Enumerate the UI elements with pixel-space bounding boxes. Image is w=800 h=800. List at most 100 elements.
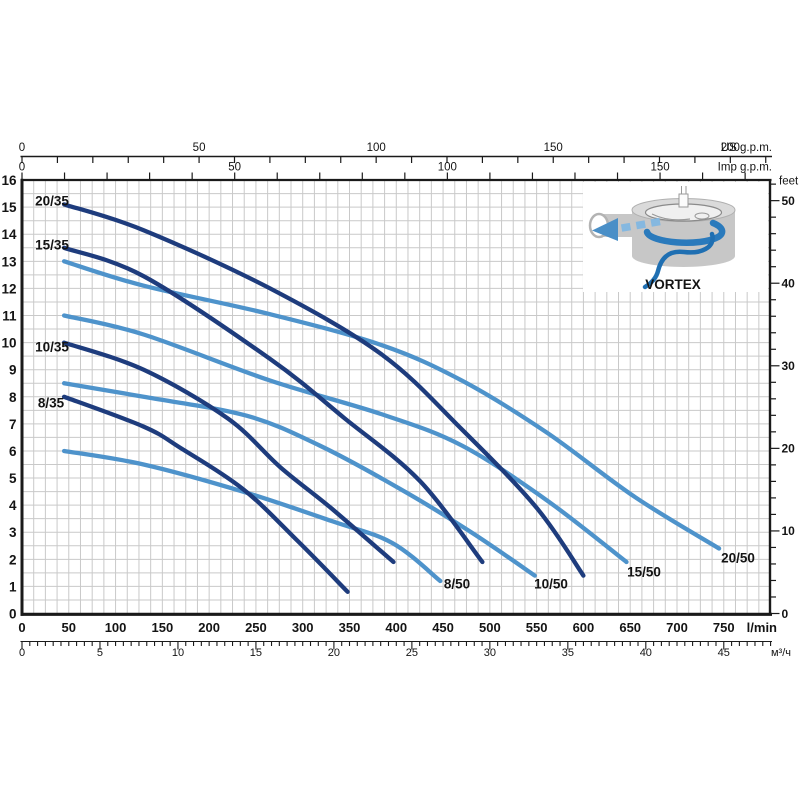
tick-label-m: 5	[9, 471, 17, 486]
tick-label-imp: 0	[19, 162, 25, 174]
axis-bottom-lmin: 0 50 100 150 200 250 300 350 400 450 500 550 600 650 7…	[18, 620, 777, 635]
axis-top-us-labels: 0 50 100 150 200	[19, 142, 740, 154]
axis-label-m3h: м³/ч	[771, 647, 791, 659]
curve-10/35	[61, 340, 396, 565]
axis-right-feet-labels: 0 10 20 30 40 50	[782, 194, 796, 621]
curves	[61, 202, 722, 594]
curve-8/35	[61, 394, 350, 594]
curve-15/50	[61, 313, 629, 565]
curve-8/50	[61, 448, 443, 584]
axis-bottom-m3h-labels: 0 5 10 15 20 25 30 35 40 45	[19, 647, 730, 659]
tick-label-lmin: 350	[339, 620, 361, 635]
tick-label-lmin: 100	[105, 620, 127, 635]
tick-label-lmin: 200	[198, 620, 220, 635]
tick-label-m: 16	[1, 173, 17, 188]
vortex-swirl-icon	[642, 231, 715, 290]
tick-label-m: 8	[9, 390, 17, 405]
tick-label-us: 0	[19, 142, 25, 154]
axis-top-us: 0 50 100 150 200 US g.p.m.	[19, 142, 772, 163]
tick-label-lmin: 650	[619, 620, 641, 635]
vortex-inset: VORTEX	[583, 182, 768, 292]
tick-label-imp: 50	[228, 162, 241, 174]
tick-label-m: 11	[2, 309, 17, 324]
tick-label-m3h: 35	[562, 647, 574, 659]
tick-label-m3h: 0	[19, 647, 25, 659]
tick-label-m: 15	[1, 200, 17, 215]
curve-labels: 20/50 15/50 10/50 8/50 20/35 15/35 10/35 8/35	[35, 194, 755, 592]
tick-label-m: 6	[9, 444, 17, 459]
tick-label-m: 12	[1, 281, 16, 296]
tick-label-lmin: 500	[479, 620, 501, 635]
tick-label-m3h: 10	[172, 647, 184, 659]
tick-label-lmin: 600	[573, 620, 595, 635]
impeller-hub	[694, 212, 710, 220]
tick-label-m: 3	[9, 525, 17, 540]
curve-label-8/50: 8/50	[444, 577, 470, 592]
tick-label-us: 200	[721, 142, 740, 154]
vortex-caption: VORTEX	[645, 277, 701, 292]
tick-label-feet: 50	[782, 194, 796, 208]
curve-10/50	[61, 381, 537, 578]
rotation-swirl-icon	[643, 219, 726, 246]
tick-label-lmin: 50	[62, 620, 76, 635]
tick-label-us: 150	[544, 142, 563, 154]
tick-label-feet: 10	[782, 524, 796, 538]
curve-label-20/50: 20/50	[721, 551, 755, 566]
curve-label-20/35: 20/35	[35, 194, 69, 209]
tick-label-feet: 0	[782, 607, 789, 621]
tick-label-m: 7	[9, 417, 17, 432]
curve-label-15/35: 15/35	[35, 238, 69, 253]
axis-top-imp: 0 50 100 150 Imp g.p.m.	[19, 162, 772, 180]
tick-label-lmin: 0	[18, 620, 25, 635]
tick-label-m3h: 5	[97, 647, 103, 659]
tick-label-m: 2	[9, 552, 17, 567]
tick-label-m3h: 25	[406, 647, 418, 659]
tick-label-m: 14	[1, 227, 17, 242]
tick-label-m3h: 40	[640, 647, 652, 659]
tick-label-lmin: 700	[666, 620, 688, 635]
tick-label-feet: 40	[782, 277, 796, 291]
tick-label-us: 50	[193, 142, 206, 154]
axis-bottom-lmin-labels: 0 50 100 150 200 250 300 350 400 450 500 550 600 650 7…	[18, 620, 734, 635]
axis-bottom-m3h: 0 5 10 15 20 25 30 35 40 45 м³/ч	[19, 641, 791, 659]
tick-label-m3h: 20	[328, 647, 340, 659]
pump-performance-chart: 0 50 100 150 200 US g.p.m. 0 50 100 150 Imp g.p…	[1, 142, 799, 659]
tick-label-m3h: 30	[484, 647, 496, 659]
tick-label-feet: 20	[782, 442, 796, 456]
tick-label-lmin: 400	[385, 620, 407, 635]
tick-label-imp: 100	[438, 162, 457, 174]
tick-label-m: 9	[9, 363, 17, 378]
tick-label-lmin: 150	[152, 620, 174, 635]
axis-label-imp-gpm: Imp g.p.m.	[718, 162, 772, 174]
curve-label-15/50: 15/50	[627, 565, 661, 580]
casing-bottom	[632, 245, 735, 267]
axis-label-us-gpm: US g.p.m.	[721, 142, 772, 154]
axis-label-feet: feet	[779, 176, 799, 188]
axis-top-us-ticks	[20, 155, 772, 163]
axis-bottom-m3h-ticks	[20, 641, 772, 650]
vortex-flow-illustration	[592, 217, 726, 290]
curve-label-10/50: 10/50	[534, 577, 568, 592]
tick-label-imp: 150	[650, 162, 669, 174]
axis-top-imp-labels: 0 50 100 150	[19, 162, 670, 174]
axis-label-lmin: l/min	[747, 620, 777, 635]
tick-label-m3h: 45	[718, 647, 730, 659]
plot-border	[20, 178, 772, 616]
tick-label-m3h: 15	[250, 647, 262, 659]
tick-label-lmin: 250	[245, 620, 267, 635]
curve-label-8/35: 8/35	[38, 396, 65, 411]
curve-label-10/35: 10/35	[35, 340, 69, 355]
impeller-detail-line	[651, 213, 691, 221]
tick-label-m: 4	[9, 498, 17, 513]
tick-label-feet: 30	[782, 359, 796, 373]
tick-label-m: 13	[1, 254, 17, 269]
tick-label-m: 10	[1, 336, 16, 351]
tick-label-lmin: 750	[713, 620, 735, 635]
tick-label-m: 1	[9, 579, 17, 594]
impeller-shaft	[678, 193, 689, 208]
tick-label-m: 0	[9, 607, 17, 622]
curve-20/35	[61, 202, 586, 578]
flow-dashes-icon	[615, 217, 661, 233]
